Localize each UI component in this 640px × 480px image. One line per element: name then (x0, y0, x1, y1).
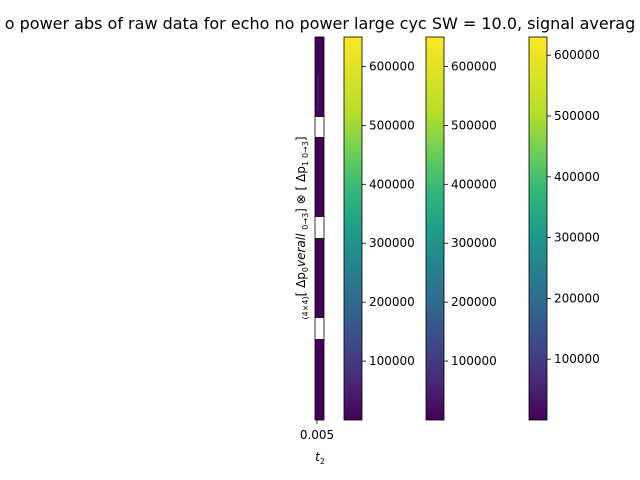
y-label-part: ] (294, 136, 308, 141)
colorbar-2 (425, 36, 445, 421)
heatmap-gap (315, 217, 324, 238)
x-axis-label-sub: 2 (320, 457, 325, 466)
y-label-part: ] ⊗ [ Δp (294, 166, 308, 213)
colorbar-tick-label: 500000 (451, 118, 497, 132)
colorbar-tick-label: 100000 (554, 352, 600, 366)
heatmap-cell (315, 339, 324, 420)
heatmap-gap (315, 117, 324, 137)
colorbar-tick-label: 500000 (369, 118, 415, 132)
x-tick-label: 0.005 (300, 428, 334, 442)
y-axis-label: (4×4)[ Δp0verall 0→3] ⊗ [ Δp10→3] (294, 136, 310, 319)
colorbar-1 (343, 36, 363, 421)
y-label-sub: 1 (301, 161, 310, 166)
colorbar-tick-label: 300000 (451, 236, 497, 250)
y-label-prefix: (4×4) (301, 296, 310, 319)
colorbar-3 (528, 36, 548, 421)
x-axis-label-main: t (315, 450, 321, 464)
colorbar-tick-label: 600000 (369, 59, 415, 73)
colorbar-tick-label: 200000 (369, 295, 415, 309)
y-label-range: 0→3 (301, 213, 310, 230)
heatmap-gap (315, 318, 324, 339)
colorbars: 100000 200000 300000 400000 500000 600000 1000… (343, 36, 600, 421)
colorbar-tick-label: 400000 (554, 170, 600, 184)
colorbar-tick-label: 500000 (554, 109, 600, 123)
colorbar-tick-label: 300000 (554, 231, 600, 245)
colorbar-tick-label: 200000 (554, 291, 600, 305)
y-label-sub: 0 (301, 267, 310, 272)
heatmap-cell (315, 238, 324, 318)
y-label-range: 0→3 (301, 141, 310, 158)
heatmap-cell (315, 137, 324, 217)
colorbar-tick-label: 400000 (451, 177, 497, 191)
svg-text:(4×4)[ Δp0verall 0→3] ⊗ [ Δp10: (4×4)[ Δp0verall 0→3] ⊗ [ Δp10→3] (294, 136, 310, 319)
colorbar-tick-label: 400000 (369, 177, 415, 191)
heatmap-frame (314, 36, 325, 421)
x-axis-label: t2 (315, 450, 325, 466)
colorbar-tick-label: 600000 (451, 59, 497, 73)
y-label-part: [ Δp (294, 272, 308, 296)
colorbar-tick-label: 300000 (369, 236, 415, 250)
colorbar-tick-label: 200000 (451, 295, 497, 309)
heatmap-axes: 0.005 t2 (300, 36, 334, 466)
heatmap-cell (315, 37, 324, 117)
colorbar-tick-label: 100000 (369, 354, 415, 368)
y-label-part: verall (294, 230, 308, 267)
chart-title: o power abs of raw data for echo no powe… (5, 14, 635, 33)
colorbar-tick-label: 100000 (451, 354, 497, 368)
colorbar-tick-label: 600000 (554, 48, 600, 62)
